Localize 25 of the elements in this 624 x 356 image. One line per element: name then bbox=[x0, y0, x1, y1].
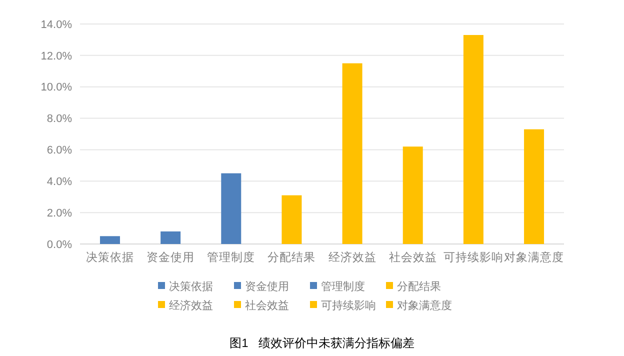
y-tick-label: 12.0% bbox=[40, 50, 72, 62]
legend-label: 经济效益 bbox=[169, 298, 213, 312]
legend-label: 对象满意度 bbox=[397, 298, 452, 312]
y-tick-label: 6.0% bbox=[46, 144, 72, 157]
x-tick-label: 对象满意度 bbox=[504, 250, 564, 264]
legend-label: 分配结果 bbox=[397, 280, 441, 293]
legend-label: 资金使用 bbox=[245, 280, 289, 293]
x-tick-label: 可持续影响 bbox=[443, 251, 504, 264]
y-tick-label: 2.0% bbox=[46, 207, 72, 220]
y-tick-label: 10.0% bbox=[40, 82, 72, 94]
y-tick-label: 0.0% bbox=[46, 238, 72, 251]
x-tick-label: 社会效益 bbox=[388, 251, 437, 264]
legend-label: 决策依据 bbox=[169, 280, 213, 293]
x-tick-label: 决策依据 bbox=[86, 251, 134, 264]
y-tick-label: 8.0% bbox=[46, 113, 72, 126]
x-tick-label: 经济效益 bbox=[328, 250, 376, 264]
legend-label: 管理制度 bbox=[321, 280, 365, 293]
y-tick-label: 4.0% bbox=[46, 176, 72, 188]
x-tick-label: 分配结果 bbox=[268, 251, 316, 264]
y-tick-label: 14.0% bbox=[40, 18, 72, 31]
legend-label: 社会效益 bbox=[245, 298, 289, 312]
caption: 图1 绩效评价中未获满分指标偏差 bbox=[230, 336, 414, 350]
legend-label: 可持续影响 bbox=[321, 298, 376, 312]
x-tick-label: 管理制度 bbox=[207, 250, 256, 264]
x-tick-label: 资金使用 bbox=[146, 251, 195, 264]
